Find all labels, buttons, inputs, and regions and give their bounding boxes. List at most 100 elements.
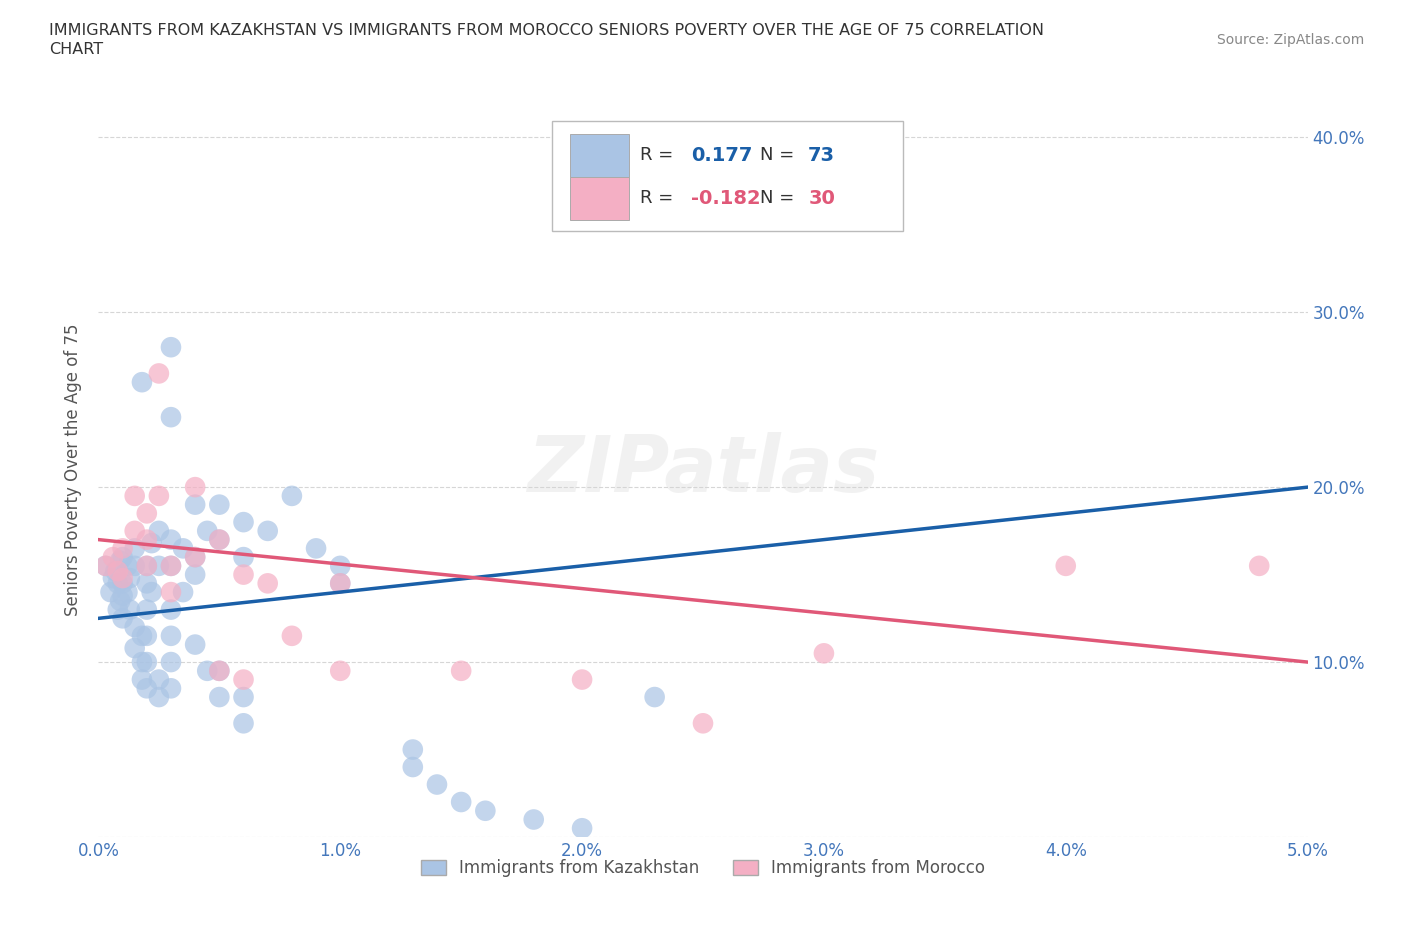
Point <box>232 567 254 582</box>
Point <box>232 716 254 731</box>
Point <box>160 558 183 573</box>
Point <box>141 536 163 551</box>
FancyBboxPatch shape <box>569 134 630 177</box>
Point <box>148 690 170 705</box>
Point <box>111 541 134 556</box>
FancyBboxPatch shape <box>551 121 903 231</box>
Point <box>124 524 146 538</box>
Point <box>135 681 157 696</box>
Point <box>232 690 254 705</box>
Text: 73: 73 <box>808 146 835 165</box>
Point <box>402 742 425 757</box>
Point <box>131 655 153 670</box>
Point <box>160 602 183 617</box>
Point <box>111 550 134 565</box>
Point <box>135 655 157 670</box>
Point <box>329 576 352 591</box>
Point <box>208 498 231 512</box>
Point <box>135 558 157 573</box>
Point <box>1054 558 1077 573</box>
Point <box>232 514 254 529</box>
Point <box>208 663 231 678</box>
Point <box>135 506 157 521</box>
Point <box>148 558 170 573</box>
Point <box>184 567 207 582</box>
Point <box>184 550 207 565</box>
Point <box>94 558 117 573</box>
Point <box>108 553 131 568</box>
Point <box>160 655 183 670</box>
Point <box>135 558 157 573</box>
Point <box>184 480 207 495</box>
Point <box>111 571 134 586</box>
Point <box>160 532 183 547</box>
Point <box>256 576 278 591</box>
Point <box>644 690 666 705</box>
Point <box>117 558 139 573</box>
Point <box>107 602 129 617</box>
Point <box>131 629 153 644</box>
Point <box>135 629 157 644</box>
Point <box>208 532 231 547</box>
Point <box>232 550 254 565</box>
Point <box>118 602 141 617</box>
Point <box>172 541 194 556</box>
Point <box>523 812 546 827</box>
Point <box>208 663 231 678</box>
Point <box>124 541 146 556</box>
Point <box>124 619 146 634</box>
Point <box>195 524 218 538</box>
Point <box>107 564 129 578</box>
Point <box>450 794 472 809</box>
Point <box>148 488 170 503</box>
Point <box>148 672 170 687</box>
Point <box>160 629 183 644</box>
Point <box>148 366 170 381</box>
Point <box>305 541 328 556</box>
Point <box>195 663 218 678</box>
Point <box>329 558 352 573</box>
Text: R =: R = <box>640 190 673 207</box>
Point <box>124 558 146 573</box>
Point <box>148 524 170 538</box>
Point <box>135 532 157 547</box>
Text: N =: N = <box>759 146 794 165</box>
Text: 0.177: 0.177 <box>690 146 752 165</box>
Point <box>94 558 117 573</box>
Point <box>117 585 139 600</box>
Text: 30: 30 <box>808 189 835 208</box>
Point <box>100 585 122 600</box>
Point <box>160 585 183 600</box>
Point <box>101 550 124 565</box>
Text: -0.182: -0.182 <box>690 189 761 208</box>
Point <box>208 532 231 547</box>
Point <box>108 593 131 608</box>
Text: CHART: CHART <box>49 42 103 57</box>
Point <box>184 637 207 652</box>
Point <box>111 588 134 603</box>
Point <box>160 558 183 573</box>
Point <box>426 777 449 792</box>
Point <box>232 672 254 687</box>
Point <box>160 339 183 354</box>
Point <box>111 576 134 591</box>
Text: N =: N = <box>759 190 794 207</box>
Legend: Immigrants from Kazakhstan, Immigrants from Morocco: Immigrants from Kazakhstan, Immigrants f… <box>415 853 991 884</box>
Point <box>571 821 593 836</box>
Point <box>184 550 207 565</box>
Point <box>172 585 194 600</box>
Point <box>141 585 163 600</box>
Point <box>131 672 153 687</box>
Y-axis label: Seniors Poverty Over the Age of 75: Seniors Poverty Over the Age of 75 <box>65 324 83 616</box>
Point <box>111 611 134 626</box>
Point <box>184 498 207 512</box>
Point <box>329 576 352 591</box>
Point <box>402 760 425 775</box>
Point <box>101 571 124 586</box>
Point <box>124 488 146 503</box>
Point <box>124 641 146 656</box>
Point <box>135 576 157 591</box>
FancyBboxPatch shape <box>569 177 630 220</box>
Point <box>281 488 304 503</box>
Point <box>281 629 304 644</box>
